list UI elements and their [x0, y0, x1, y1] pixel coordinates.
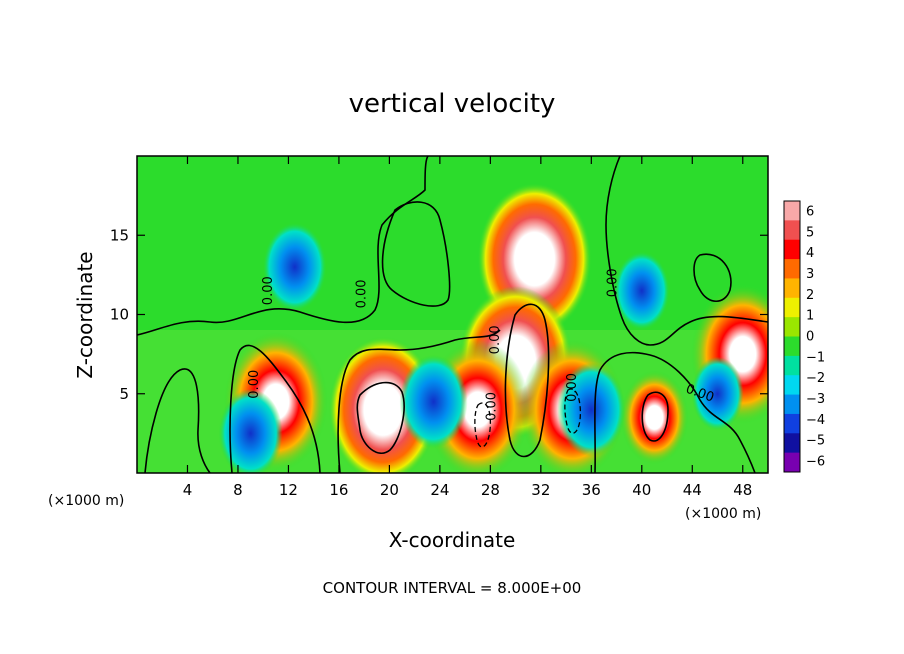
heatmap-cell-12 [613, 251, 670, 331]
x-tick-label-5: 24 [430, 481, 449, 499]
colorbar-label-5: 1 [806, 309, 814, 324]
colorbar-swatch-2 [784, 239, 800, 260]
heatmap-cell-4 [620, 370, 689, 465]
contour-interval-note: CONTOUR INTERVAL = 8.000E+00 [323, 579, 582, 597]
zero-contour-low-left [144, 368, 211, 473]
x-tick-label-4: 20 [380, 481, 399, 499]
chart-title: vertical velocity [349, 89, 556, 119]
colorbar-swatch-9 [784, 375, 800, 396]
x-tick-label-3: 16 [329, 481, 348, 499]
colorbar-swatch-4 [784, 278, 800, 299]
colorbar-label-1: 5 [806, 225, 814, 240]
colorbar-label-6: 0 [806, 330, 814, 345]
heatmap-features [218, 183, 768, 473]
colorbar-swatch-11 [784, 413, 800, 434]
zero-contours [137, 156, 768, 473]
neg-contour-a [474, 402, 492, 448]
colorbar-label-3: 3 [806, 267, 814, 282]
colorbar-label-8: −2 [806, 371, 825, 386]
colorbar-swatch-10 [784, 394, 800, 415]
contour-label-0: 0.00 [261, 276, 276, 305]
colorbar-label-2: 4 [806, 246, 814, 261]
x-tick-label-7: 32 [531, 481, 550, 499]
negative-contours [474, 388, 582, 448]
zero-contour-right [605, 156, 768, 346]
zero-contour-mid-left [229, 344, 321, 473]
x-tick-label-11: 48 [733, 481, 752, 499]
neg-contour-b [564, 388, 582, 434]
colorbar-swatch-6 [784, 317, 800, 337]
x-tick-label-0: 4 [183, 481, 193, 499]
heatmap-field [137, 156, 768, 473]
colorbar-swatch-0 [784, 201, 800, 221]
inner-contour-core [504, 303, 550, 458]
colorbar-swatch-1 [784, 220, 800, 241]
x-tick-label-10: 44 [683, 481, 702, 499]
contour-label-2: 0.00 [484, 392, 499, 421]
colorbar-label-4: 2 [806, 288, 814, 303]
x-tick-label-6: 28 [481, 481, 500, 499]
y-tick-label-0: 5 [119, 385, 129, 403]
zero-contour-loop-a [693, 253, 732, 303]
y-axis: 5 10 15 [110, 226, 768, 403]
zero-contour-closed [381, 201, 451, 307]
x-tick-label-9: 40 [632, 481, 651, 499]
colorbar-label-0: 6 [806, 204, 814, 219]
colorbar: 6 5 4 3 2 1 0 −1 −2 −3 −4 −5 −6 [783, 200, 825, 473]
x-units-right: (×1000 m) [685, 506, 761, 522]
x-tick-label-2: 12 [279, 481, 298, 499]
colorbar-frame [783, 200, 801, 473]
colorbar-label-11: −5 [806, 434, 825, 449]
contour-label-7: 0.00 [488, 325, 503, 354]
zero-contour-right-low [594, 351, 756, 473]
contour-label-6: 0.00 [354, 279, 369, 308]
heatmap-cell-8 [262, 222, 327, 312]
colorbar-swatch-13 [784, 452, 800, 473]
heatmap-cell-13 [691, 356, 744, 431]
heatmap-cell-9 [218, 388, 283, 473]
contour-label-4: 0.00 [606, 268, 621, 297]
colorbar-label-7: −1 [806, 350, 825, 365]
y-tick-label-1: 10 [110, 306, 129, 324]
inner-contour-right [641, 391, 669, 442]
x-axis: 4 8 12 16 20 24 28 32 36 40 44 48 [183, 156, 752, 499]
colorbar-swatch-3 [784, 259, 800, 279]
contour-label-3: 0.00 [565, 373, 580, 402]
colorbar-label-10: −4 [806, 413, 825, 428]
contour-labels: 0.000.000.000.000.000.000.000.00 [247, 268, 716, 421]
inner-contour-left [356, 381, 405, 454]
x-units-left: (×1000 m) [48, 493, 124, 509]
x-axis-label: X-coordinate [389, 528, 516, 552]
colorbar-swatch-8 [784, 355, 800, 376]
colorbar-label-9: −3 [806, 392, 825, 407]
x-tick-label-8: 36 [582, 481, 601, 499]
colorbar-swatch-5 [784, 297, 800, 318]
zero-contour-upper [137, 156, 429, 336]
colorbar-swatch-12 [784, 433, 800, 454]
heatmap-cell-10 [399, 354, 468, 449]
colorbar-label-12: −6 [806, 455, 825, 470]
y-axis-label: Z-coordinate [73, 251, 97, 378]
y-tick-label-2: 15 [110, 226, 129, 244]
colorbar-swatch-7 [784, 336, 800, 357]
x-tick-label-1: 8 [233, 481, 243, 499]
zero-contour-center [337, 329, 501, 473]
contour-label-1: 0.00 [247, 370, 262, 399]
